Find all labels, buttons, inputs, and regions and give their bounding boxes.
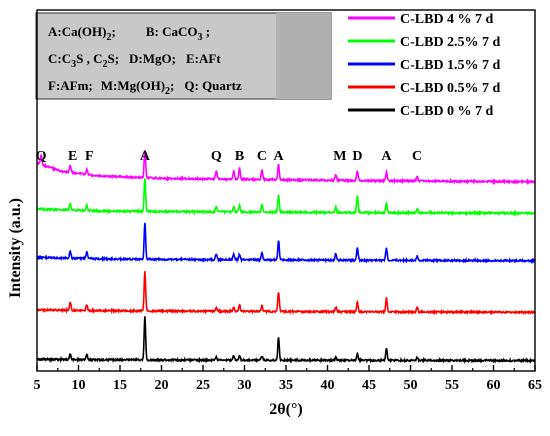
series-line-2 bbox=[36, 222, 536, 265]
plot-area bbox=[36, 150, 536, 365]
peak-label-11: C bbox=[412, 149, 422, 164]
legend-label-3: C-LBD 0.5% 7 d bbox=[400, 81, 501, 96]
x-axis-label: 2θ(°) bbox=[269, 401, 302, 418]
series-line-1 bbox=[36, 178, 536, 217]
x-tick-label-6: 35 bbox=[279, 378, 293, 393]
x-tick-label-4: 25 bbox=[196, 378, 210, 393]
series-line-4 bbox=[36, 316, 536, 365]
peak-label-4: Q bbox=[211, 149, 222, 164]
x-tick-label-7: 40 bbox=[321, 378, 335, 393]
peak-label-10: A bbox=[381, 149, 392, 164]
x-tick-label-1: 10 bbox=[72, 378, 86, 393]
peak-label-1: E bbox=[68, 149, 77, 164]
peak-label-7: A bbox=[273, 149, 284, 164]
peak-label-6: C bbox=[257, 149, 267, 164]
peak-label-2: F bbox=[85, 149, 94, 164]
legend-label-2: C-LBD 1.5% 7 d bbox=[400, 58, 501, 73]
legend-label-1: C-LBD 2.5% 7 d bbox=[400, 35, 501, 50]
legend-label-0: C-LBD 4 % 7 d bbox=[400, 12, 494, 27]
legend-label-4: C-LBD 0 % 7 d bbox=[400, 104, 494, 119]
peak-label-0: Q bbox=[36, 149, 47, 164]
series-line-0 bbox=[36, 150, 536, 186]
x-tick-label-3: 20 bbox=[155, 378, 169, 393]
phase-key-shade bbox=[276, 13, 331, 99]
x-tick-label-2: 15 bbox=[113, 378, 127, 393]
x-tick-label-9: 50 bbox=[404, 378, 418, 393]
series-line-3 bbox=[36, 271, 536, 316]
x-tick-label-8: 45 bbox=[362, 378, 376, 393]
peak-label-5: B bbox=[235, 149, 244, 164]
x-tick-label-12: 65 bbox=[528, 378, 542, 393]
peak-label-3: A bbox=[140, 149, 151, 164]
phase-key-box: A:Ca(OH)2; B: CaCO3 ; C:C3S , C2S; D:MgO; E… bbox=[35, 12, 332, 100]
x-tick-label-11: 60 bbox=[487, 378, 501, 393]
axes: 5 10 15 20 25 30 35 40 45 50 55 60 65 2θ(°) Intensity … bbox=[7, 9, 542, 418]
x-tick-label-10: 55 bbox=[445, 378, 459, 393]
peak-label-9: D bbox=[352, 149, 362, 164]
phase-key-line-2: C:C3S , C2S; D:MgO; E:AFt bbox=[48, 51, 221, 70]
phase-key-line-1: A:Ca(OH)2; B: CaCO3 ; bbox=[48, 24, 210, 43]
x-tick-label-5: 30 bbox=[238, 378, 252, 393]
y-axis-label: Intensity (a.u.) bbox=[7, 198, 24, 298]
phase-key-line-3: F:AFm; M:Mg(OH)2; Q: Quartz bbox=[48, 78, 242, 97]
x-tick-label-0: 5 bbox=[34, 378, 41, 393]
legend: C-LBD 4 % 7 d C-LBD 2.5% 7 d C-LBD 1.5% 7 … bbox=[348, 12, 501, 119]
peak-label-8: M bbox=[333, 149, 346, 164]
